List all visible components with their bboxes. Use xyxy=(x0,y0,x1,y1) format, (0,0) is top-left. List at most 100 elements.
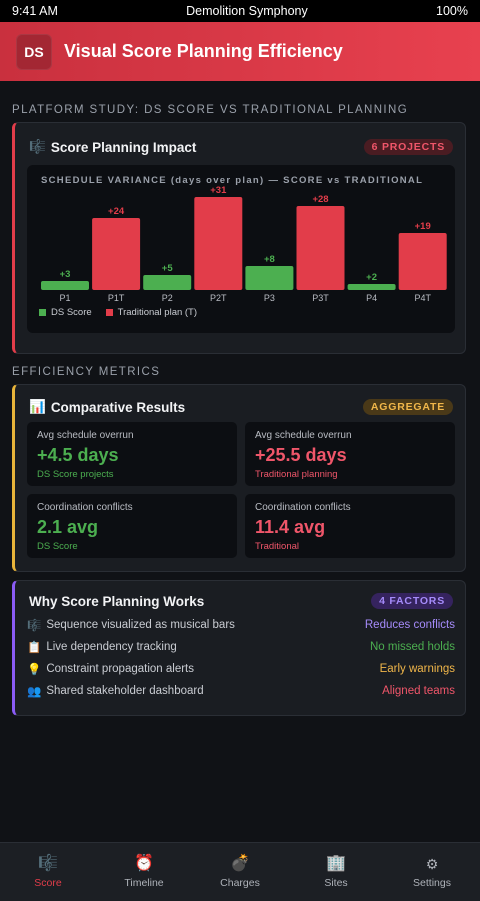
legend-label-traditional: Traditional plan (T) xyxy=(117,307,198,318)
factor-label: Sequence visualized as musical bars xyxy=(46,619,235,631)
x-tick-label: P4T xyxy=(414,293,431,303)
nav-label: Charges xyxy=(220,877,260,889)
bottom-nav: 🎼 Score ⏰ Timeline 💣 Charges 🏢 Sites ⚙ S… xyxy=(0,842,480,901)
metric-ds-conflicts: Coordination conflicts 2.1 avg DS Score xyxy=(27,494,237,558)
factor-note: Aligned teams xyxy=(382,685,455,697)
nav-item-timeline[interactable]: ⏰ Timeline xyxy=(96,843,192,901)
factor-label: Constraint propagation alerts xyxy=(46,663,194,675)
metric-traditional-overrun: Avg schedule overrun +25.5 days Traditio… xyxy=(245,422,455,486)
metric-value: +25.5 days xyxy=(255,445,347,465)
factor-note: No missed holds xyxy=(369,641,455,653)
bar-p1t xyxy=(92,218,141,290)
impact-card: 🎼 Score Planning Impact 6 PROJECTS SCHED… xyxy=(12,122,466,354)
bar-value-label: +24 xyxy=(108,206,125,217)
x-tick-label: P1T xyxy=(108,293,125,303)
bar-p4 xyxy=(347,284,396,290)
bar-value-label: +2 xyxy=(366,272,377,283)
results-card-title: Comparative Results xyxy=(50,399,186,415)
gear-icon: ⚙ xyxy=(425,856,439,872)
music-score-icon: 🎼 xyxy=(38,855,58,872)
bomb-icon: 💣 xyxy=(230,855,250,872)
x-tick-label: P3T xyxy=(312,293,329,303)
bar-p2t xyxy=(194,197,243,290)
bar-p4t xyxy=(398,233,447,290)
legend-label-ds-score: DS Score xyxy=(51,307,92,318)
metric-value: 2.1 avg xyxy=(37,517,99,537)
alarm-clock-icon: ⏰ xyxy=(134,855,154,872)
bar-value-label: +5 xyxy=(162,263,174,274)
bar-p3t xyxy=(296,206,345,290)
lightbulb-icon: 💡 xyxy=(27,664,42,676)
legend-item-traditional: Traditional plan (T) xyxy=(105,307,198,318)
legend-swatch-traditional xyxy=(105,309,113,316)
nav-item-charges[interactable]: 💣 Charges xyxy=(192,843,288,901)
building-icon: 🏢 xyxy=(326,855,346,872)
app-logo: DS xyxy=(16,33,52,70)
status-title: Demolition Symphony xyxy=(186,4,308,18)
status-bar: 9:41 AM Demolition Symphony 100% xyxy=(0,0,480,22)
metric-label: Avg schedule overrun xyxy=(255,430,352,441)
projects-badge: 6 PROJECTS xyxy=(363,139,453,155)
nav-label: Timeline xyxy=(124,877,164,889)
nav-label: Score xyxy=(34,877,62,889)
music-score-icon: 🎼 xyxy=(27,620,42,632)
bar-value-label: +8 xyxy=(264,254,275,265)
app-header: DS Visual Score Planning Efficiency xyxy=(0,22,480,81)
variance-chart: SCHEDULE VARIANCE (days over plan) — SCO… xyxy=(27,165,455,333)
metric-label: Coordination conflicts xyxy=(255,502,351,513)
metric-traditional-conflicts: Coordination conflicts 11.4 avg Traditio… xyxy=(245,494,455,558)
nav-label: Settings xyxy=(413,877,451,889)
results-card: 📊 Comparative Results AGGREGATE Avg sche… xyxy=(12,384,466,572)
impact-card-title: Score Planning Impact xyxy=(50,139,197,155)
metric-label: Coordination conflicts xyxy=(37,502,133,513)
nav-item-settings[interactable]: ⚙ Settings xyxy=(384,843,480,901)
factor-row: 🎼 Sequence visualized as musical bars Re… xyxy=(27,618,455,632)
section-label-study: PLATFORM STUDY: DS SCORE VS TRADITIONAL … xyxy=(12,104,409,116)
nav-item-sites[interactable]: 🏢 Sites xyxy=(288,843,384,901)
factors-badge: 4 FACTORS xyxy=(371,593,453,609)
x-tick-label: P2T xyxy=(210,293,227,303)
metric-value: +4.5 days xyxy=(37,445,119,465)
bar-value-label: +28 xyxy=(312,194,328,205)
chart-title: SCHEDULE VARIANCE (days over plan) — SCO… xyxy=(41,175,424,186)
legend-item-ds-score: DS Score xyxy=(39,307,92,318)
bar-p3 xyxy=(245,266,294,290)
metric-value: 11.4 avg xyxy=(255,517,326,537)
factor-row: 💡 Constraint propagation alerts Early wa… xyxy=(27,662,455,676)
bar-value-label: +19 xyxy=(415,221,431,232)
bar-p2 xyxy=(143,275,192,290)
metric-label: Avg schedule overrun xyxy=(37,430,134,441)
bar-value-label: +3 xyxy=(60,269,71,280)
clipboard-icon: 📋 xyxy=(27,642,42,654)
factors-card-title: Why Score Planning Works xyxy=(29,593,205,609)
x-tick-label: P2 xyxy=(162,293,173,303)
factor-label: Live dependency tracking xyxy=(46,641,177,653)
bar-chart-icon: 📊 xyxy=(29,399,46,414)
x-tick-label: P4 xyxy=(366,293,377,303)
status-battery: 100% xyxy=(436,4,468,18)
variance-chart-svg: +3 P1 +24 P1T +5 P2 +31 P2T +8 P3 +28 P3T +2 P4 +19 P4T xyxy=(41,185,447,303)
nav-item-score[interactable]: 🎼 Score xyxy=(0,843,96,901)
factor-row: 📋 Live dependency tracking No missed hol… xyxy=(27,640,455,654)
factor-label: Shared stakeholder dashboard xyxy=(46,685,204,697)
status-time: 9:41 AM xyxy=(12,4,58,18)
legend-swatch-ds-score xyxy=(39,309,46,316)
chart-legend: DS Score Traditional plan (T) xyxy=(39,307,197,318)
metric-sub: Traditional planning xyxy=(255,469,338,480)
factor-row: 👥 Shared stakeholder dashboard Aligned t… xyxy=(27,684,455,698)
music-score-icon: 🎼 xyxy=(29,139,46,154)
factor-note: Reduces conflicts xyxy=(364,619,455,631)
x-tick-label: P1 xyxy=(59,293,70,303)
metric-sub: Traditional xyxy=(255,541,300,552)
page-title: Visual Score Planning Efficiency xyxy=(64,41,343,61)
bar-p1 xyxy=(41,281,89,290)
metric-ds-overrun: Avg schedule overrun +4.5 days DS Score … xyxy=(27,422,237,486)
section-label-metrics: EFFICIENCY METRICS xyxy=(12,366,161,378)
bar-value-label: +31 xyxy=(210,185,227,196)
factor-note: Early warnings xyxy=(379,663,455,675)
metric-sub: DS Score projects xyxy=(37,469,114,480)
factors-card: Why Score Planning Works 4 FACTORS 🎼 Seq… xyxy=(12,580,466,716)
aggregate-badge: AGGREGATE xyxy=(362,399,453,415)
x-tick-label: P3 xyxy=(264,293,275,303)
nav-label: Sites xyxy=(324,877,348,889)
